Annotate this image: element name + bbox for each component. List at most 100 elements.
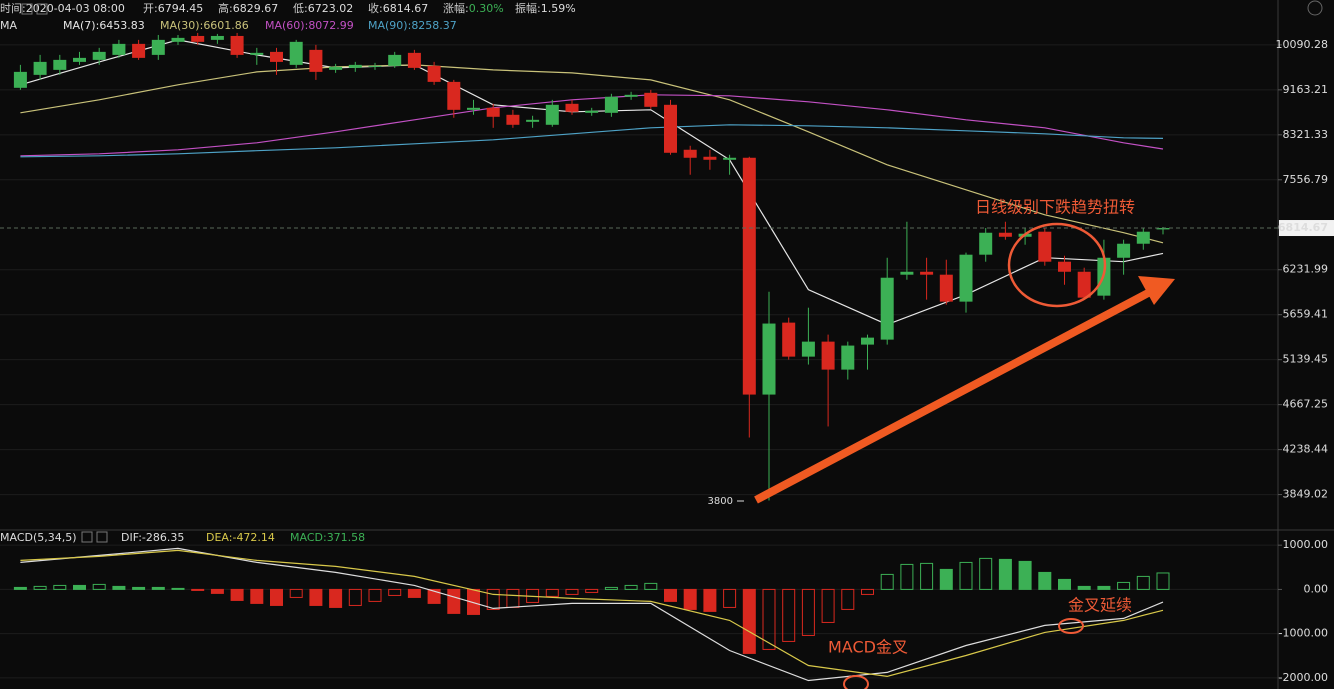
candle-body (506, 114, 520, 125)
legend-item: DEA:-472.14 (206, 531, 275, 544)
histogram-bar (53, 584, 67, 590)
legend-title: MACD(5,34,5) (0, 531, 77, 544)
histogram-bar (545, 588, 559, 597)
candle-body (92, 51, 106, 60)
histogram-bar (683, 588, 697, 610)
histogram-bar (1018, 560, 1032, 590)
info-value: 2020-04-03 08:00 (26, 2, 125, 15)
info-value: 6814.67 (383, 2, 429, 15)
info-label: 开: (143, 2, 158, 15)
legend-name: DIF: (121, 531, 142, 544)
histogram-bar (1156, 572, 1170, 590)
info-item: 涨幅:0.30% (443, 2, 504, 15)
icon (21, 3, 33, 15)
histogram-bar (486, 588, 500, 610)
candle-body (289, 41, 303, 65)
histogram-bar (388, 588, 402, 596)
y-tick-label: 1000.00 (1283, 538, 1329, 551)
info-label: 高: (218, 1, 233, 15)
histogram-bar (664, 588, 677, 602)
info-item: 振幅:1.59% (515, 1, 576, 15)
candle-body (270, 51, 283, 62)
candle-body (545, 104, 559, 125)
annotation: MACD金叉 (828, 638, 908, 657)
candle-body (703, 156, 717, 160)
y-tick-label: 0.00 (1304, 582, 1329, 595)
icon[interactable] (1307, 0, 1323, 16)
legend-name: MA(7): (63, 19, 99, 32)
trend-arrow (754, 288, 1152, 504)
histogram-bar (171, 587, 185, 590)
info-item: 低:6723.02 (293, 2, 353, 15)
candle-body (210, 35, 224, 40)
candle-body (1058, 261, 1071, 272)
y-tick-label: 4238.44 (1283, 443, 1329, 456)
candle-body (427, 65, 441, 82)
histogram-bar (506, 588, 520, 608)
legend-name: MA(30): (160, 19, 203, 32)
info-item: 高:6829.67 (218, 1, 278, 15)
histogram-bar (624, 584, 638, 590)
legend-name: MA(90): (368, 19, 411, 32)
legend-name: MACD: (290, 531, 327, 544)
y-tick-label: 5139.45 (1283, 353, 1329, 366)
y-tick-label: 9163.21 (1283, 83, 1329, 96)
histogram-bar (1038, 571, 1052, 590)
histogram-bar (407, 588, 421, 598)
candle-body (900, 271, 914, 275)
candle-body (191, 35, 205, 42)
candle-body (762, 323, 776, 395)
histogram-bar (979, 557, 993, 590)
indicator-line (20, 549, 1164, 678)
histogram-bar (210, 588, 224, 594)
annotation: 日线级别下跌趋势扭转 (975, 198, 1135, 217)
info-label: 时间: (0, 2, 26, 15)
candle-body (388, 54, 402, 66)
candle-body (112, 43, 126, 55)
trend-arrow-head (1138, 276, 1175, 305)
histogram-bar (289, 588, 303, 598)
candle-body (53, 59, 67, 70)
candle-body (920, 271, 934, 275)
indicator-line (20, 64, 1164, 244)
candle-body (801, 341, 815, 357)
histogram-bar (920, 562, 934, 590)
histogram-bar (1097, 585, 1111, 590)
info-value: 1.59% (541, 2, 576, 15)
candle-body (624, 94, 638, 97)
histogram-bar (112, 585, 126, 590)
candle-body (132, 43, 146, 58)
candle-body (841, 345, 855, 370)
histogram-bar (782, 588, 796, 642)
y-tick-label: -1000.00 (1279, 627, 1328, 640)
candle-body (171, 37, 185, 42)
histogram-bar (191, 588, 205, 591)
info-value: 0.30% (469, 2, 504, 15)
candle-body (821, 341, 835, 370)
candle-body (13, 71, 27, 88)
histogram-bar (368, 588, 382, 602)
candle-body (1077, 271, 1091, 298)
histogram-bar (939, 568, 953, 590)
candle-body (683, 149, 697, 158)
legend-value: 371.58 (327, 531, 366, 544)
histogram-bar (13, 586, 27, 590)
candle-body (861, 337, 874, 345)
histogram-bar (742, 588, 756, 654)
histogram-bar (348, 588, 362, 606)
candle-body (664, 104, 677, 153)
legend-item: MA(30):6601.86 (160, 19, 249, 32)
legend-name: MA(60): (265, 19, 308, 32)
histogram-bar (230, 588, 244, 601)
histogram-bar (723, 588, 737, 608)
histogram-bar (270, 588, 283, 606)
highlight-ellipse (843, 675, 869, 689)
histogram-bar (1077, 585, 1091, 590)
legend-value: 8072.99 (308, 19, 354, 32)
candle-body (604, 96, 618, 113)
indicator-line (20, 124, 1164, 158)
candle-body (782, 322, 796, 357)
legend-value: -472.14 (232, 531, 274, 544)
